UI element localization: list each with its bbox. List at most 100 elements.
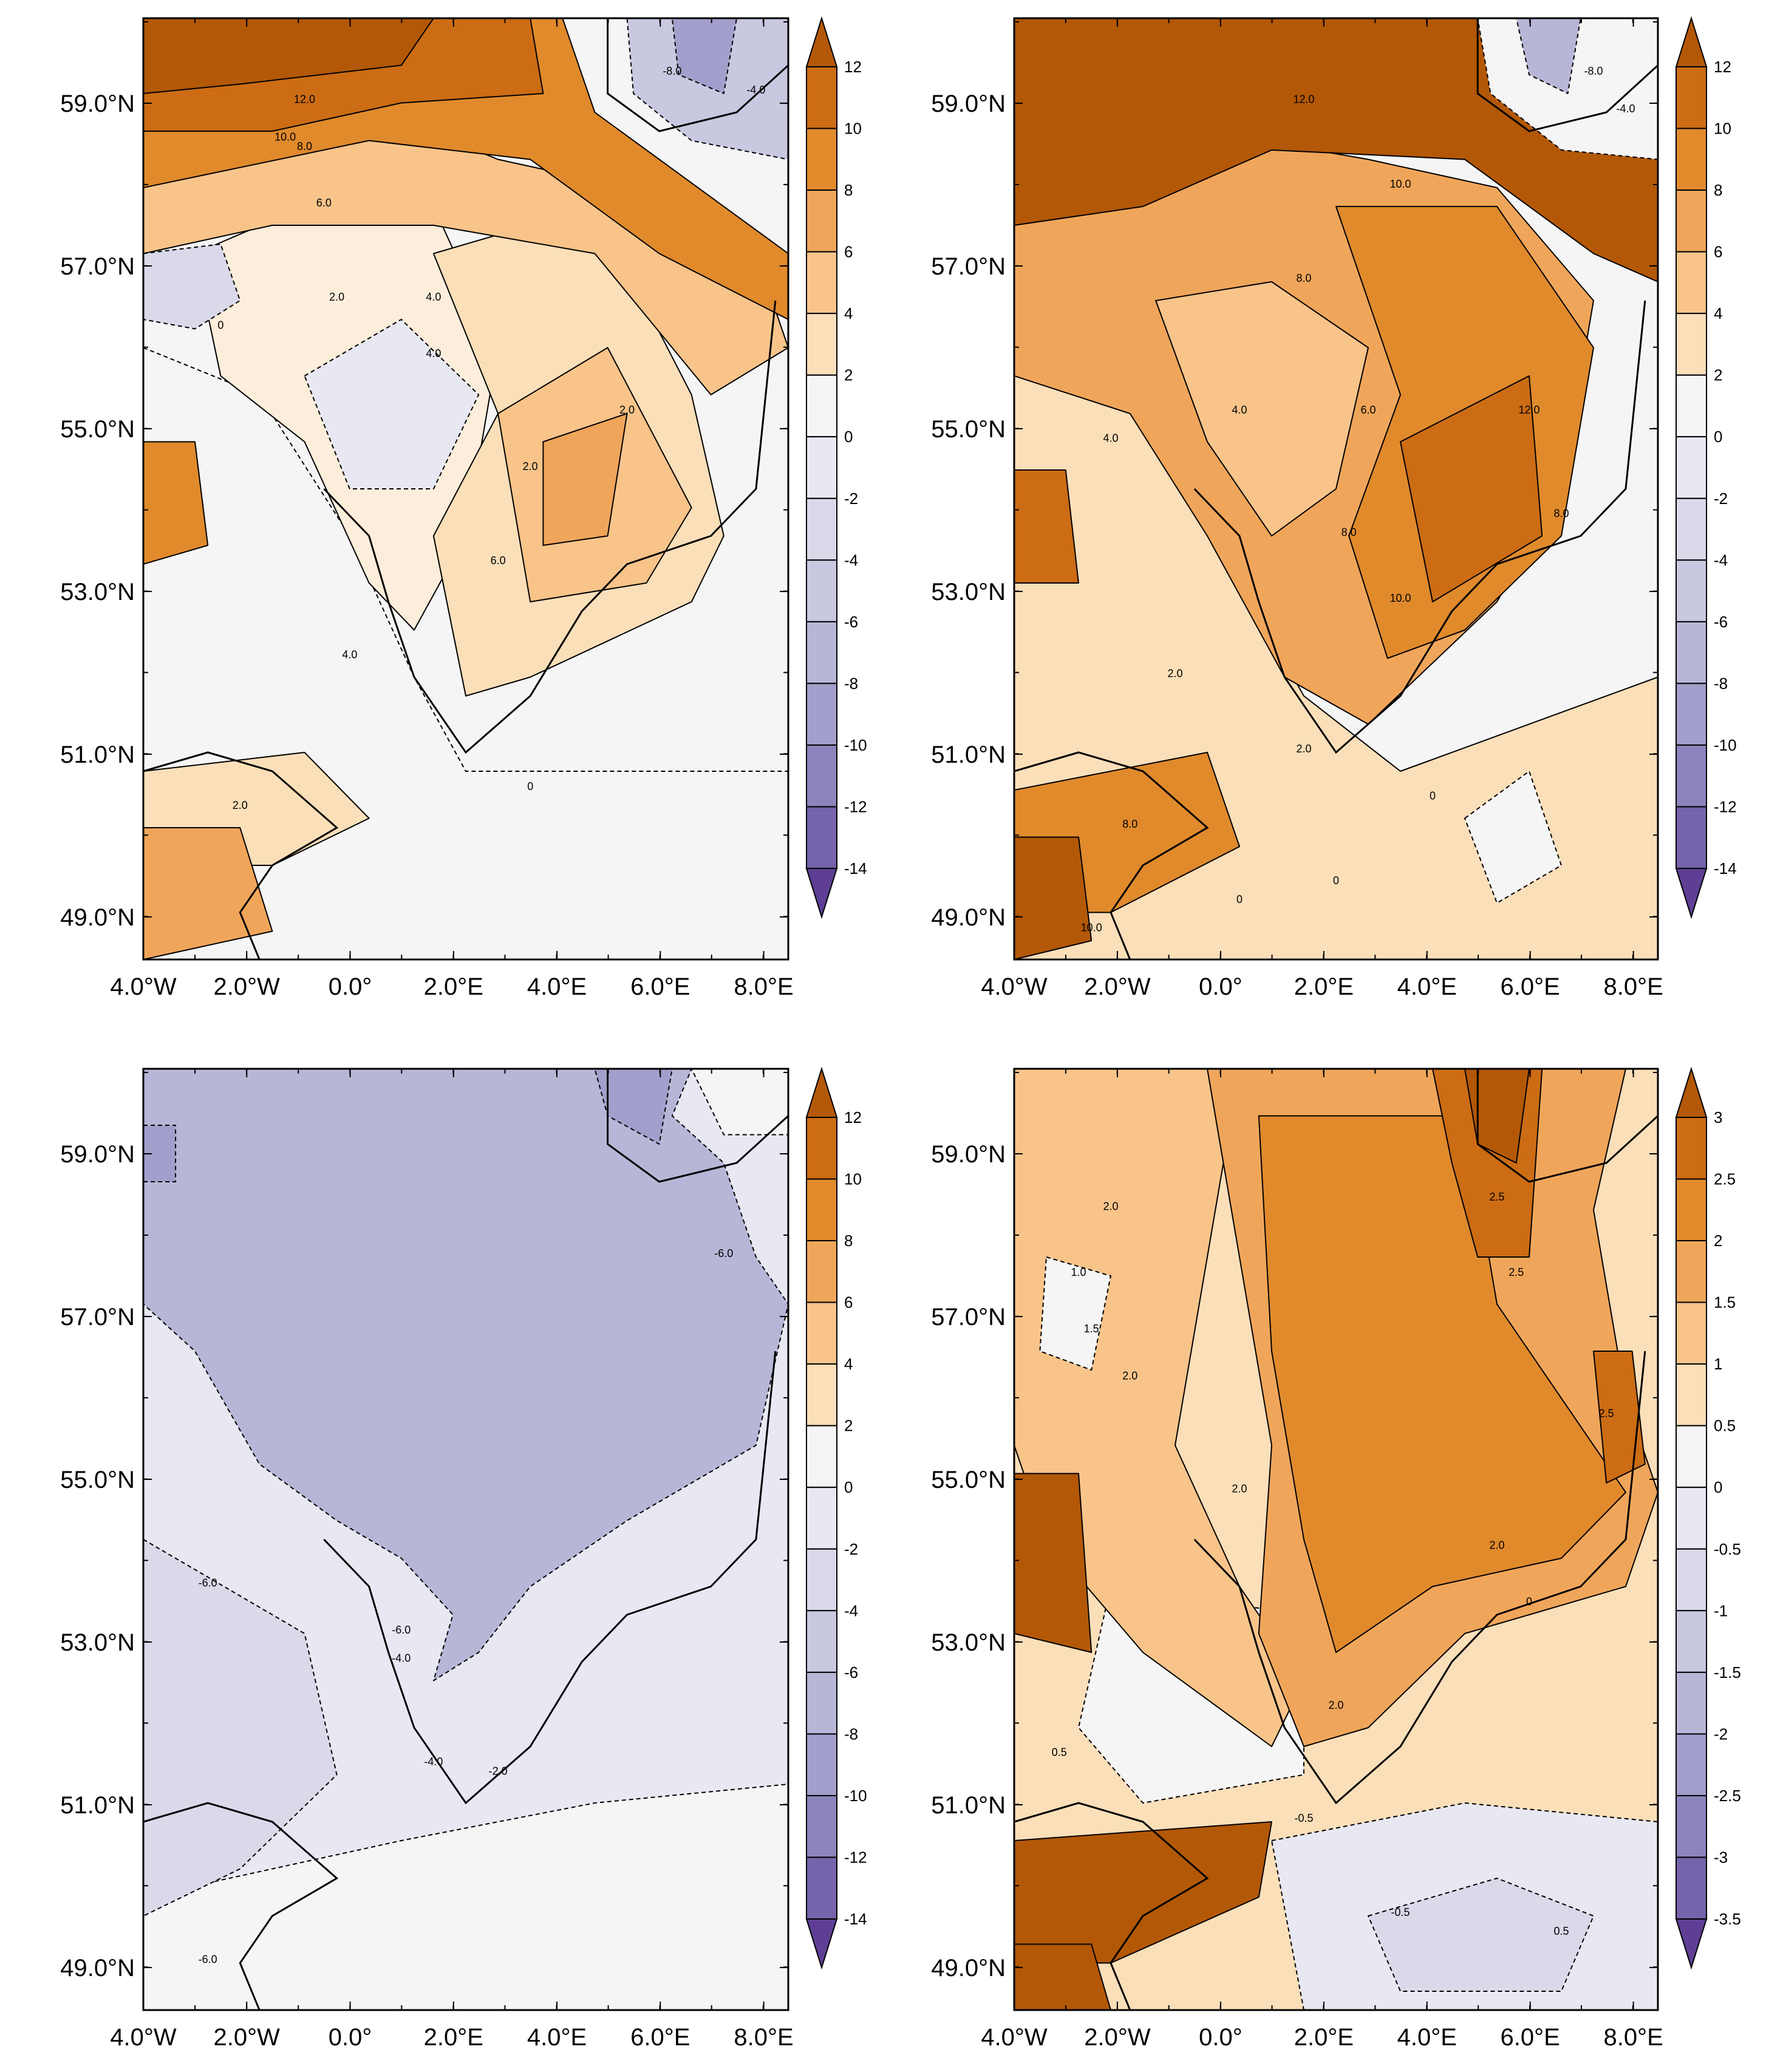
contour-band	[1014, 1821, 1272, 1964]
contour-label: 8.0	[1342, 527, 1357, 539]
x-tick-label: 2.0°W	[214, 2024, 281, 2051]
colorbar-segment	[1676, 1733, 1707, 1796]
colorbar-segment	[1676, 128, 1707, 191]
colorbar-segment	[806, 1487, 837, 1550]
coastline	[143, 1802, 339, 2010]
contour-label: -4.0	[392, 1652, 411, 1665]
map-panel-bottom-right: 2.5 2.0 1.0 1.5 2.0 2.0 2.5 2.0 2.0 0 -0.5 0.5 -0.5 2…	[931, 1066, 1741, 2051]
colorbar-segment	[806, 1548, 837, 1612]
x-tick-label: 2.0°E	[424, 973, 483, 1000]
x-tick-label: 8.0°E	[1603, 2024, 1663, 2051]
y-tick-label: 53.0°N	[931, 579, 1006, 605]
colorbar-top-arrow	[1675, 16, 1708, 67]
contour-band	[143, 441, 209, 565]
colorbar-bottom-arrow	[805, 1918, 838, 1970]
x-tick-label: 8.0°E	[1603, 973, 1663, 1000]
colorbar-segment	[1676, 497, 1707, 561]
contour-label: 2.0	[1296, 743, 1311, 755]
x-tick-label: 6.0°E	[1501, 2024, 1560, 2051]
contour-band	[1464, 771, 1562, 904]
x-tick-label: 6.0°E	[630, 973, 690, 1000]
colorbar-segment	[1676, 66, 1707, 129]
contour-band	[1464, 1069, 1530, 1164]
colorbar-segment	[1676, 1301, 1707, 1365]
colorbar-segment	[806, 128, 837, 191]
contour-label: -6.0	[392, 1624, 411, 1636]
colorbar-label: 2	[844, 1417, 853, 1435]
coastline	[607, 18, 788, 132]
x-tick-label: 2.0°W	[1084, 973, 1151, 1000]
y-tick-label: 59.0°N	[60, 1141, 135, 1168]
colorbar-label: -4	[1714, 551, 1728, 569]
contour-label: 2.5	[1599, 1408, 1614, 1420]
contour-band	[1400, 375, 1543, 602]
colorbar-label: -6	[1714, 613, 1728, 631]
contour-band	[143, 1125, 177, 1182]
contour-label: 2.0	[1328, 1699, 1343, 1711]
colorbar-label: 2.5	[1714, 1170, 1736, 1188]
contour-band	[1593, 1351, 1646, 1484]
colorbar-segment	[1676, 313, 1707, 376]
y-tick-label: 57.0°N	[931, 1304, 1006, 1331]
contour-label: 1.5	[1084, 1323, 1099, 1335]
colorbar-label: -14	[1714, 859, 1737, 878]
x-tick-label: 0.0°	[329, 973, 372, 1000]
contour-label: 0	[217, 319, 223, 332]
colorbar-label: -3	[1714, 1848, 1728, 1866]
contour-label: 2.0	[233, 799, 248, 811]
colorbar-label: -4	[844, 551, 858, 569]
colorbar-bottom-arrow	[1675, 868, 1708, 919]
contour-label: 2.5	[1509, 1266, 1524, 1278]
x-tick-label: 4.0°E	[1397, 2024, 1457, 2051]
contour-label: 10.0	[274, 131, 296, 143]
contour-band	[594, 1069, 673, 1145]
colorbar-label: 6	[844, 1293, 853, 1312]
x-tick-label: 4.0°E	[527, 973, 587, 1000]
colorbar-segment	[1676, 1610, 1707, 1673]
coastline	[1193, 300, 1646, 754]
colorbar-bottom-arrow	[1675, 1918, 1708, 1970]
colorbar-segment	[806, 559, 837, 622]
contour-band	[143, 18, 434, 94]
colorbar-label: -6	[844, 613, 858, 631]
contour-label: 4.0	[1232, 404, 1247, 416]
contour-label: -0.5	[1294, 1812, 1313, 1824]
colorbar-segment	[806, 1178, 837, 1242]
colorbar-label: 10	[844, 1170, 862, 1188]
axes-frame	[1013, 1068, 1659, 2011]
map-panel-top-left: 12.0 10.08.0 6.0 4.0 2.0 2.0 4.0 6.0 4.0 2.0 0 0 -8.…	[60, 16, 867, 1000]
colorbar-segment	[806, 497, 837, 561]
colorbar-segment	[1676, 1856, 1707, 1920]
contour-label: 6.0	[491, 554, 506, 567]
contour-label: 0	[1333, 874, 1339, 887]
colorbar-segment	[1676, 1178, 1707, 1242]
colorbar-segment	[806, 1856, 837, 1920]
colorbar-segment	[806, 374, 837, 438]
contour-band	[143, 1069, 788, 1682]
colorbar-label: 0	[844, 1478, 853, 1496]
colorbar: 3 2.5 2 1.5 1 0.5 0 -0.5 -1 -1.5 -2 -2.5 -3 -3.5	[1675, 1066, 1741, 1970]
colorbar-label: -12	[1714, 797, 1737, 816]
x-tick-label: 2.0°W	[1084, 2024, 1151, 2051]
colorbar: 12 10 8 6 4 2 0 -2 -4 -6 -8 -10 -12 -14	[1675, 16, 1737, 919]
colorbar-segment	[1676, 374, 1707, 438]
colorbar-label: 4	[844, 304, 853, 322]
colorbar-label: 4	[844, 1355, 853, 1373]
colorbar-segment	[806, 251, 837, 315]
x-tick-label: 8.0°E	[734, 2024, 793, 2051]
colorbar-segment	[1676, 683, 1707, 746]
x-tick-label: 6.0°E	[1501, 973, 1560, 1000]
colorbar-label: -2.5	[1714, 1787, 1741, 1805]
colorbar-label: -8	[844, 1725, 858, 1743]
x-tick-label: 2.0°E	[1294, 2024, 1354, 2051]
colorbar-segment	[1676, 1425, 1707, 1488]
x-tick-label: 4.0°W	[981, 973, 1048, 1000]
contour-label: 4.0	[426, 291, 441, 303]
x-tick-label: 4.0°W	[110, 973, 177, 1000]
colorbar-bottom-arrow	[805, 868, 838, 919]
contour-label: 6.0	[316, 197, 332, 209]
colorbar-label: 4	[1714, 304, 1722, 322]
contour-band	[671, 18, 737, 94]
colorbar-label: 8	[844, 181, 853, 199]
y-tick-label: 49.0°N	[931, 904, 1006, 931]
